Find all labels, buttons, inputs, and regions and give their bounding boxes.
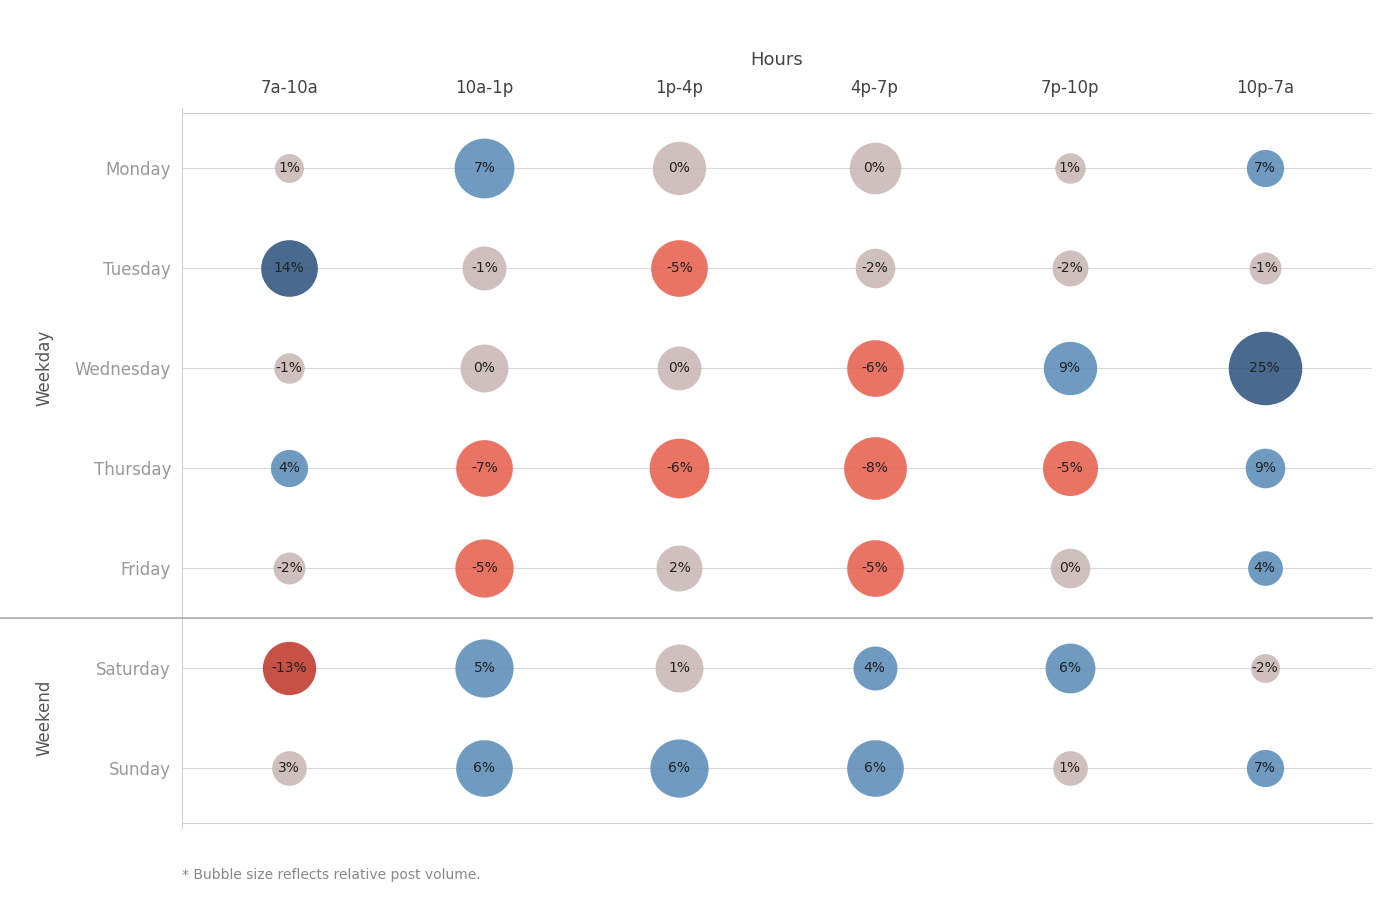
Text: 5%: 5% — [473, 661, 496, 675]
Point — [279, 661, 301, 675]
Text: 1%: 1% — [668, 661, 690, 675]
Point — [473, 760, 496, 775]
Text: -8%: -8% — [861, 461, 888, 475]
Text: -2%: -2% — [1056, 261, 1084, 275]
Point — [668, 661, 690, 675]
Point — [668, 161, 690, 176]
Text: -1%: -1% — [470, 261, 498, 275]
Text: -6%: -6% — [861, 361, 888, 375]
Text: -5%: -5% — [861, 561, 888, 575]
Point — [668, 261, 690, 275]
Point — [279, 461, 301, 475]
Point — [279, 361, 301, 375]
Text: 6%: 6% — [1058, 661, 1081, 675]
Text: 25%: 25% — [1249, 361, 1280, 375]
Point — [864, 361, 886, 375]
Text: -1%: -1% — [1252, 261, 1278, 275]
Text: 6%: 6% — [668, 761, 690, 775]
Point — [864, 760, 886, 775]
Point — [279, 561, 301, 575]
Text: 9%: 9% — [1254, 461, 1275, 475]
Point — [1058, 661, 1081, 675]
Text: 1%: 1% — [1058, 161, 1081, 175]
Text: 4%: 4% — [279, 461, 300, 475]
Text: 0%: 0% — [669, 161, 690, 175]
Text: -5%: -5% — [666, 261, 693, 275]
Point — [473, 561, 496, 575]
Text: -2%: -2% — [1252, 661, 1278, 675]
Text: -6%: -6% — [666, 461, 693, 475]
Point — [473, 261, 496, 275]
Point — [473, 161, 496, 176]
Text: 1%: 1% — [1058, 761, 1081, 775]
Point — [279, 760, 301, 775]
Point — [1058, 461, 1081, 475]
Point — [473, 461, 496, 475]
Text: -1%: -1% — [276, 361, 302, 375]
Point — [1058, 161, 1081, 176]
Text: 6%: 6% — [864, 761, 886, 775]
X-axis label: Hours: Hours — [750, 51, 804, 69]
Point — [1253, 161, 1275, 176]
Text: 1%: 1% — [279, 161, 300, 175]
Text: 0%: 0% — [669, 361, 690, 375]
Text: 4%: 4% — [1254, 561, 1275, 575]
Text: 7%: 7% — [1254, 761, 1275, 775]
Text: 2%: 2% — [669, 561, 690, 575]
Text: -13%: -13% — [272, 661, 307, 675]
Point — [1058, 361, 1081, 375]
Point — [668, 561, 690, 575]
Text: 0%: 0% — [473, 361, 496, 375]
Point — [1253, 661, 1275, 675]
Point — [668, 760, 690, 775]
Point — [1253, 561, 1275, 575]
Text: 4%: 4% — [864, 661, 885, 675]
Point — [864, 661, 886, 675]
Text: -5%: -5% — [470, 561, 498, 575]
Point — [1253, 261, 1275, 275]
Point — [1253, 461, 1275, 475]
Text: -7%: -7% — [470, 461, 498, 475]
Point — [279, 161, 301, 176]
Text: Weekday: Weekday — [36, 330, 53, 406]
Point — [1058, 261, 1081, 275]
Text: -2%: -2% — [861, 261, 888, 275]
Point — [1253, 361, 1275, 375]
Point — [668, 461, 690, 475]
Point — [1058, 760, 1081, 775]
Text: 3%: 3% — [279, 761, 300, 775]
Point — [864, 461, 886, 475]
Text: 6%: 6% — [473, 761, 496, 775]
Point — [864, 261, 886, 275]
Text: Weekend: Weekend — [36, 680, 53, 756]
Text: -2%: -2% — [276, 561, 302, 575]
Point — [473, 661, 496, 675]
Text: 7%: 7% — [1254, 161, 1275, 175]
Text: -5%: -5% — [1056, 461, 1084, 475]
Point — [473, 361, 496, 375]
Text: 14%: 14% — [274, 261, 305, 275]
Point — [1058, 561, 1081, 575]
Point — [864, 561, 886, 575]
Text: 7%: 7% — [473, 161, 496, 175]
Text: 0%: 0% — [864, 161, 885, 175]
Point — [864, 161, 886, 176]
Point — [1253, 760, 1275, 775]
Text: 0%: 0% — [1058, 561, 1081, 575]
Text: * Bubble size reflects relative post volume.: * Bubble size reflects relative post vol… — [182, 868, 480, 882]
Point — [668, 361, 690, 375]
Text: 9%: 9% — [1058, 361, 1081, 375]
Point — [279, 261, 301, 275]
